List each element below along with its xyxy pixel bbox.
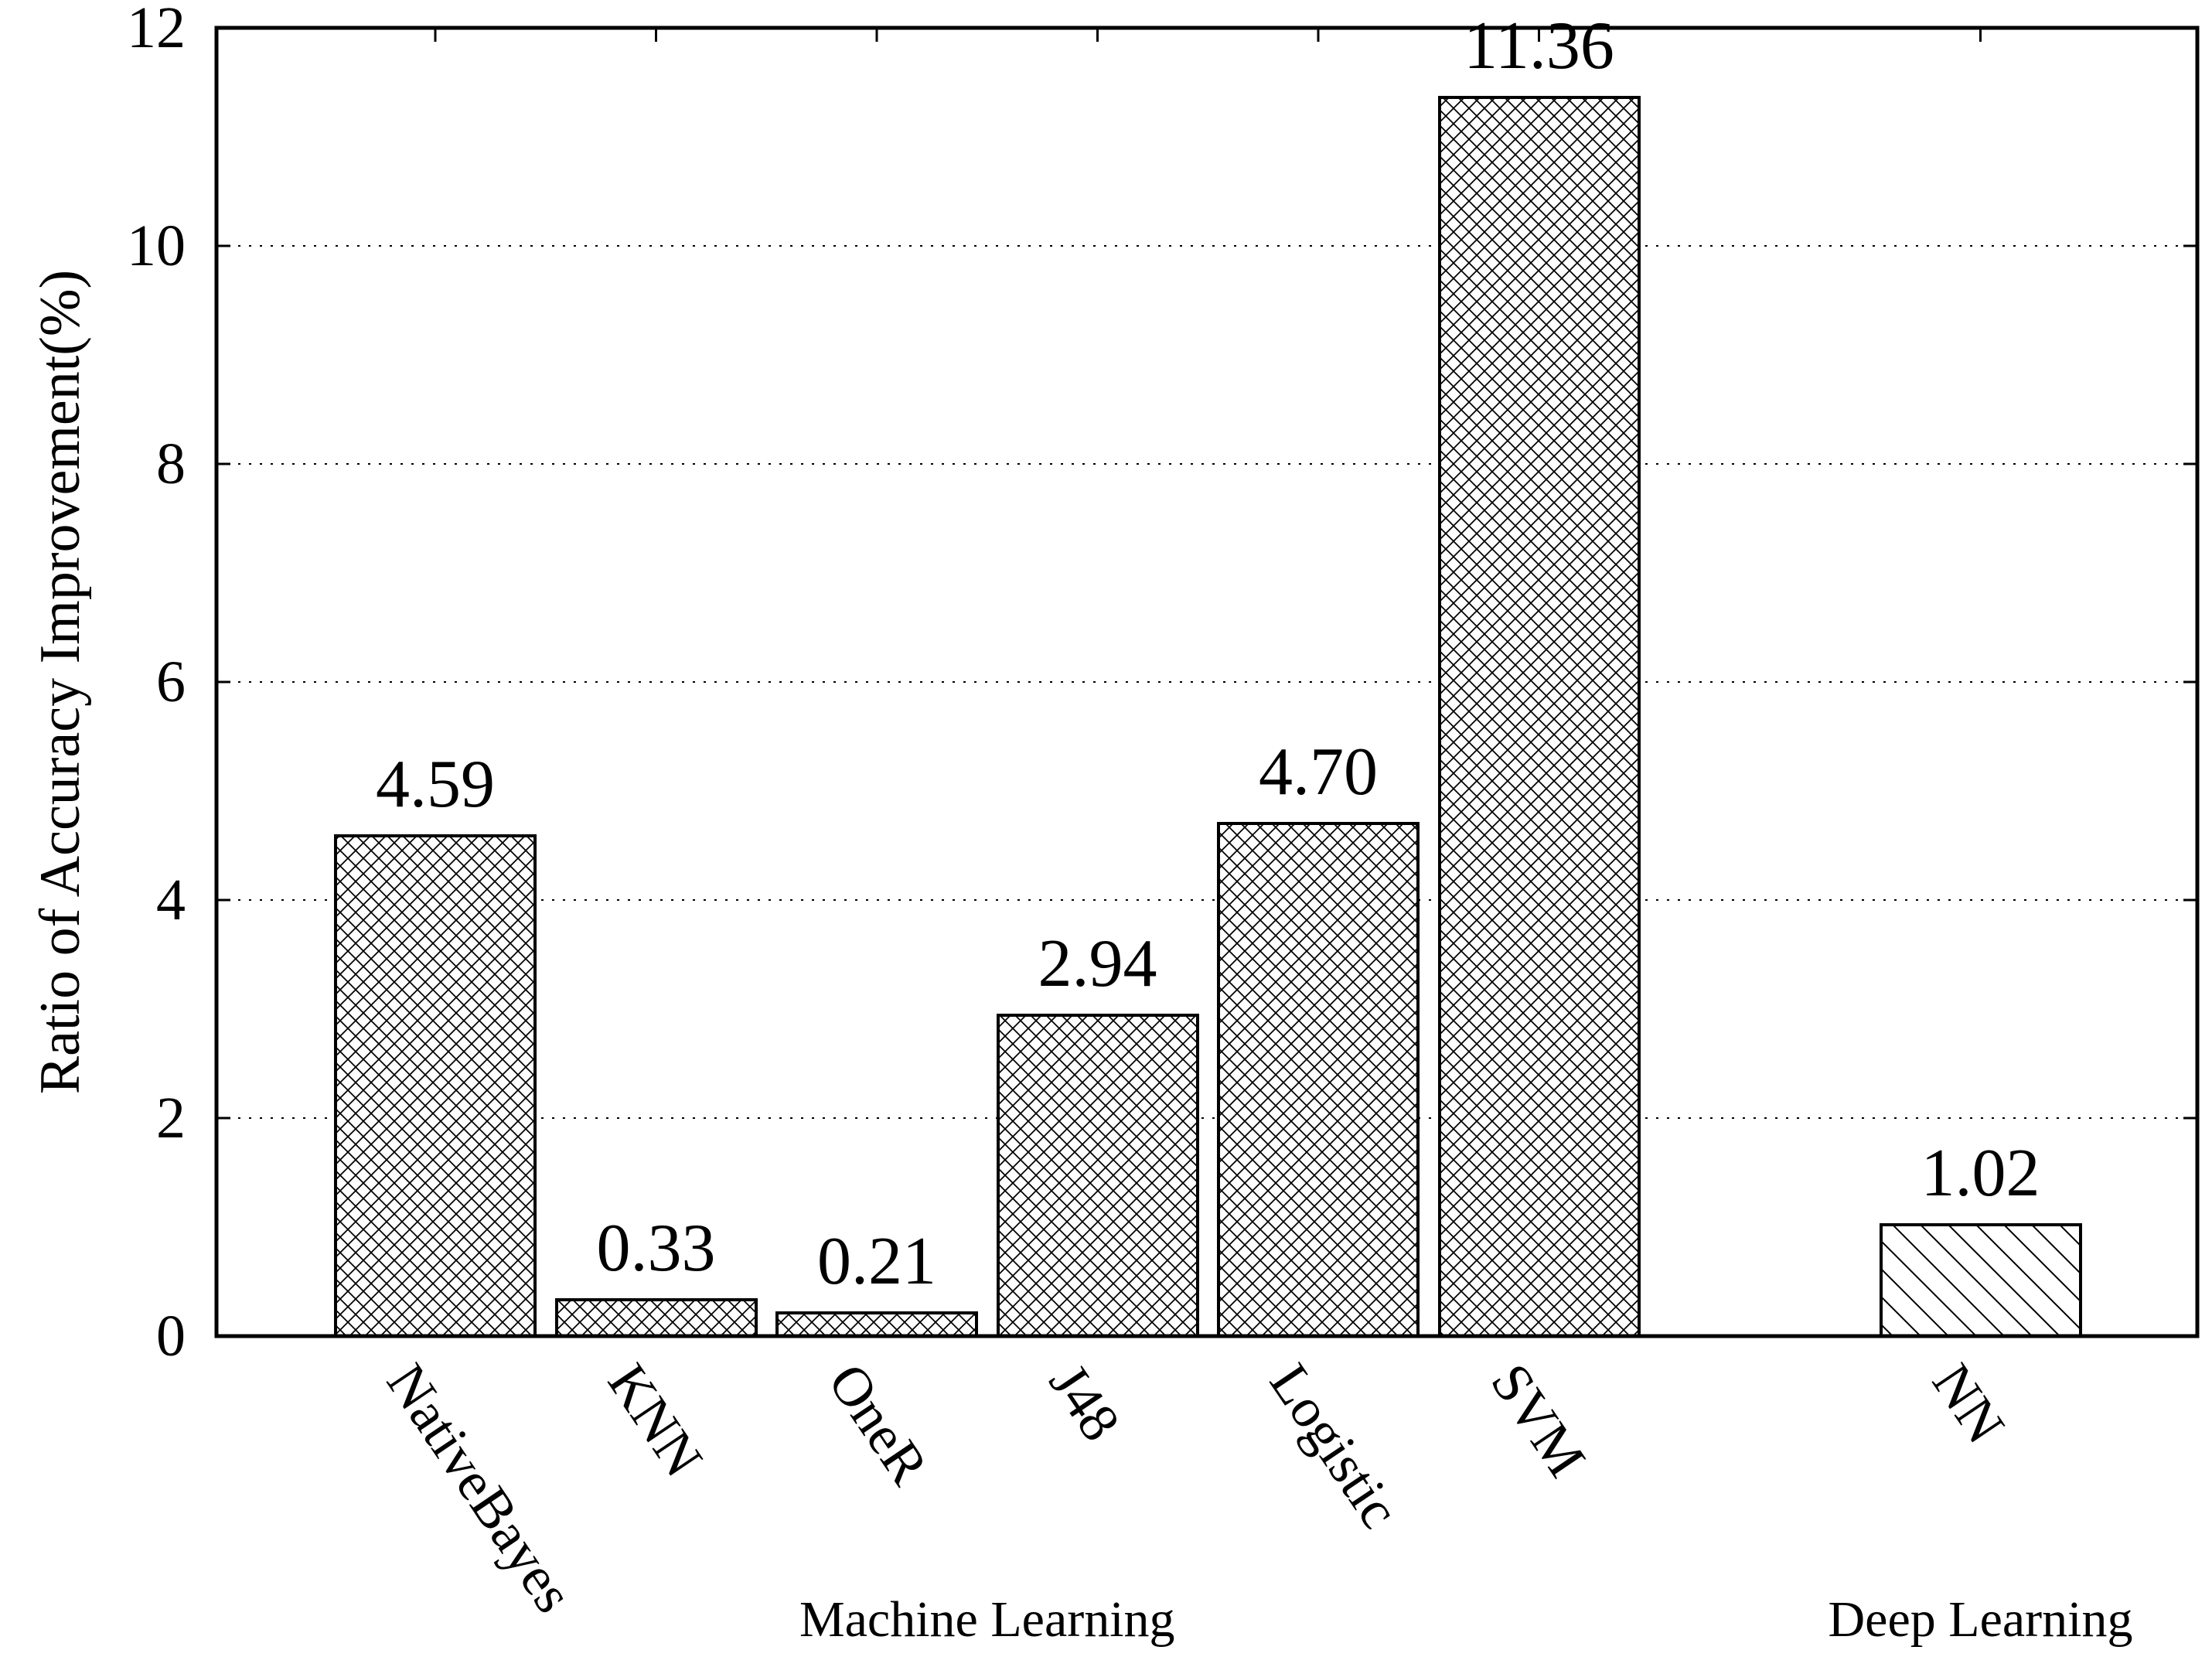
bar-value-label: 4.70 [1259, 735, 1378, 810]
bars [334, 96, 2082, 1338]
y-tick-label: 6 [156, 649, 186, 714]
bar-OneR [775, 1311, 978, 1338]
y-tick-label: 0 [156, 1304, 186, 1369]
y-tick-label: 8 [156, 431, 186, 496]
y-tick-label: 10 [127, 213, 186, 278]
bar-SVM [1438, 96, 1641, 1338]
tick-marks [216, 28, 2197, 1120]
bar-NativeBayes [334, 834, 537, 1338]
y-tick-label: 2 [156, 1086, 186, 1151]
bar-value-label: 1.02 [1921, 1136, 2040, 1211]
bar-NN [1880, 1223, 2082, 1338]
bar-J48 [997, 1014, 1199, 1338]
bar-KNN [555, 1298, 758, 1338]
bar-value-label: 11.36 [1464, 9, 1614, 84]
bar-Logistic [1217, 822, 1420, 1338]
bar-value-label: 0.33 [596, 1211, 716, 1286]
group-label-machine-learning: Machine Learning [799, 1591, 1175, 1648]
group-label-deep-learning: Deep Learning [1828, 1591, 2133, 1648]
bar-value-label: 2.94 [1038, 926, 1157, 1001]
y-tick-label: 12 [127, 0, 186, 60]
plot-border [214, 26, 2200, 1338]
bar-value-label: 0.21 [817, 1224, 936, 1299]
y-tick-label: 4 [156, 868, 186, 932]
bar-value-label: 4.59 [376, 747, 495, 822]
